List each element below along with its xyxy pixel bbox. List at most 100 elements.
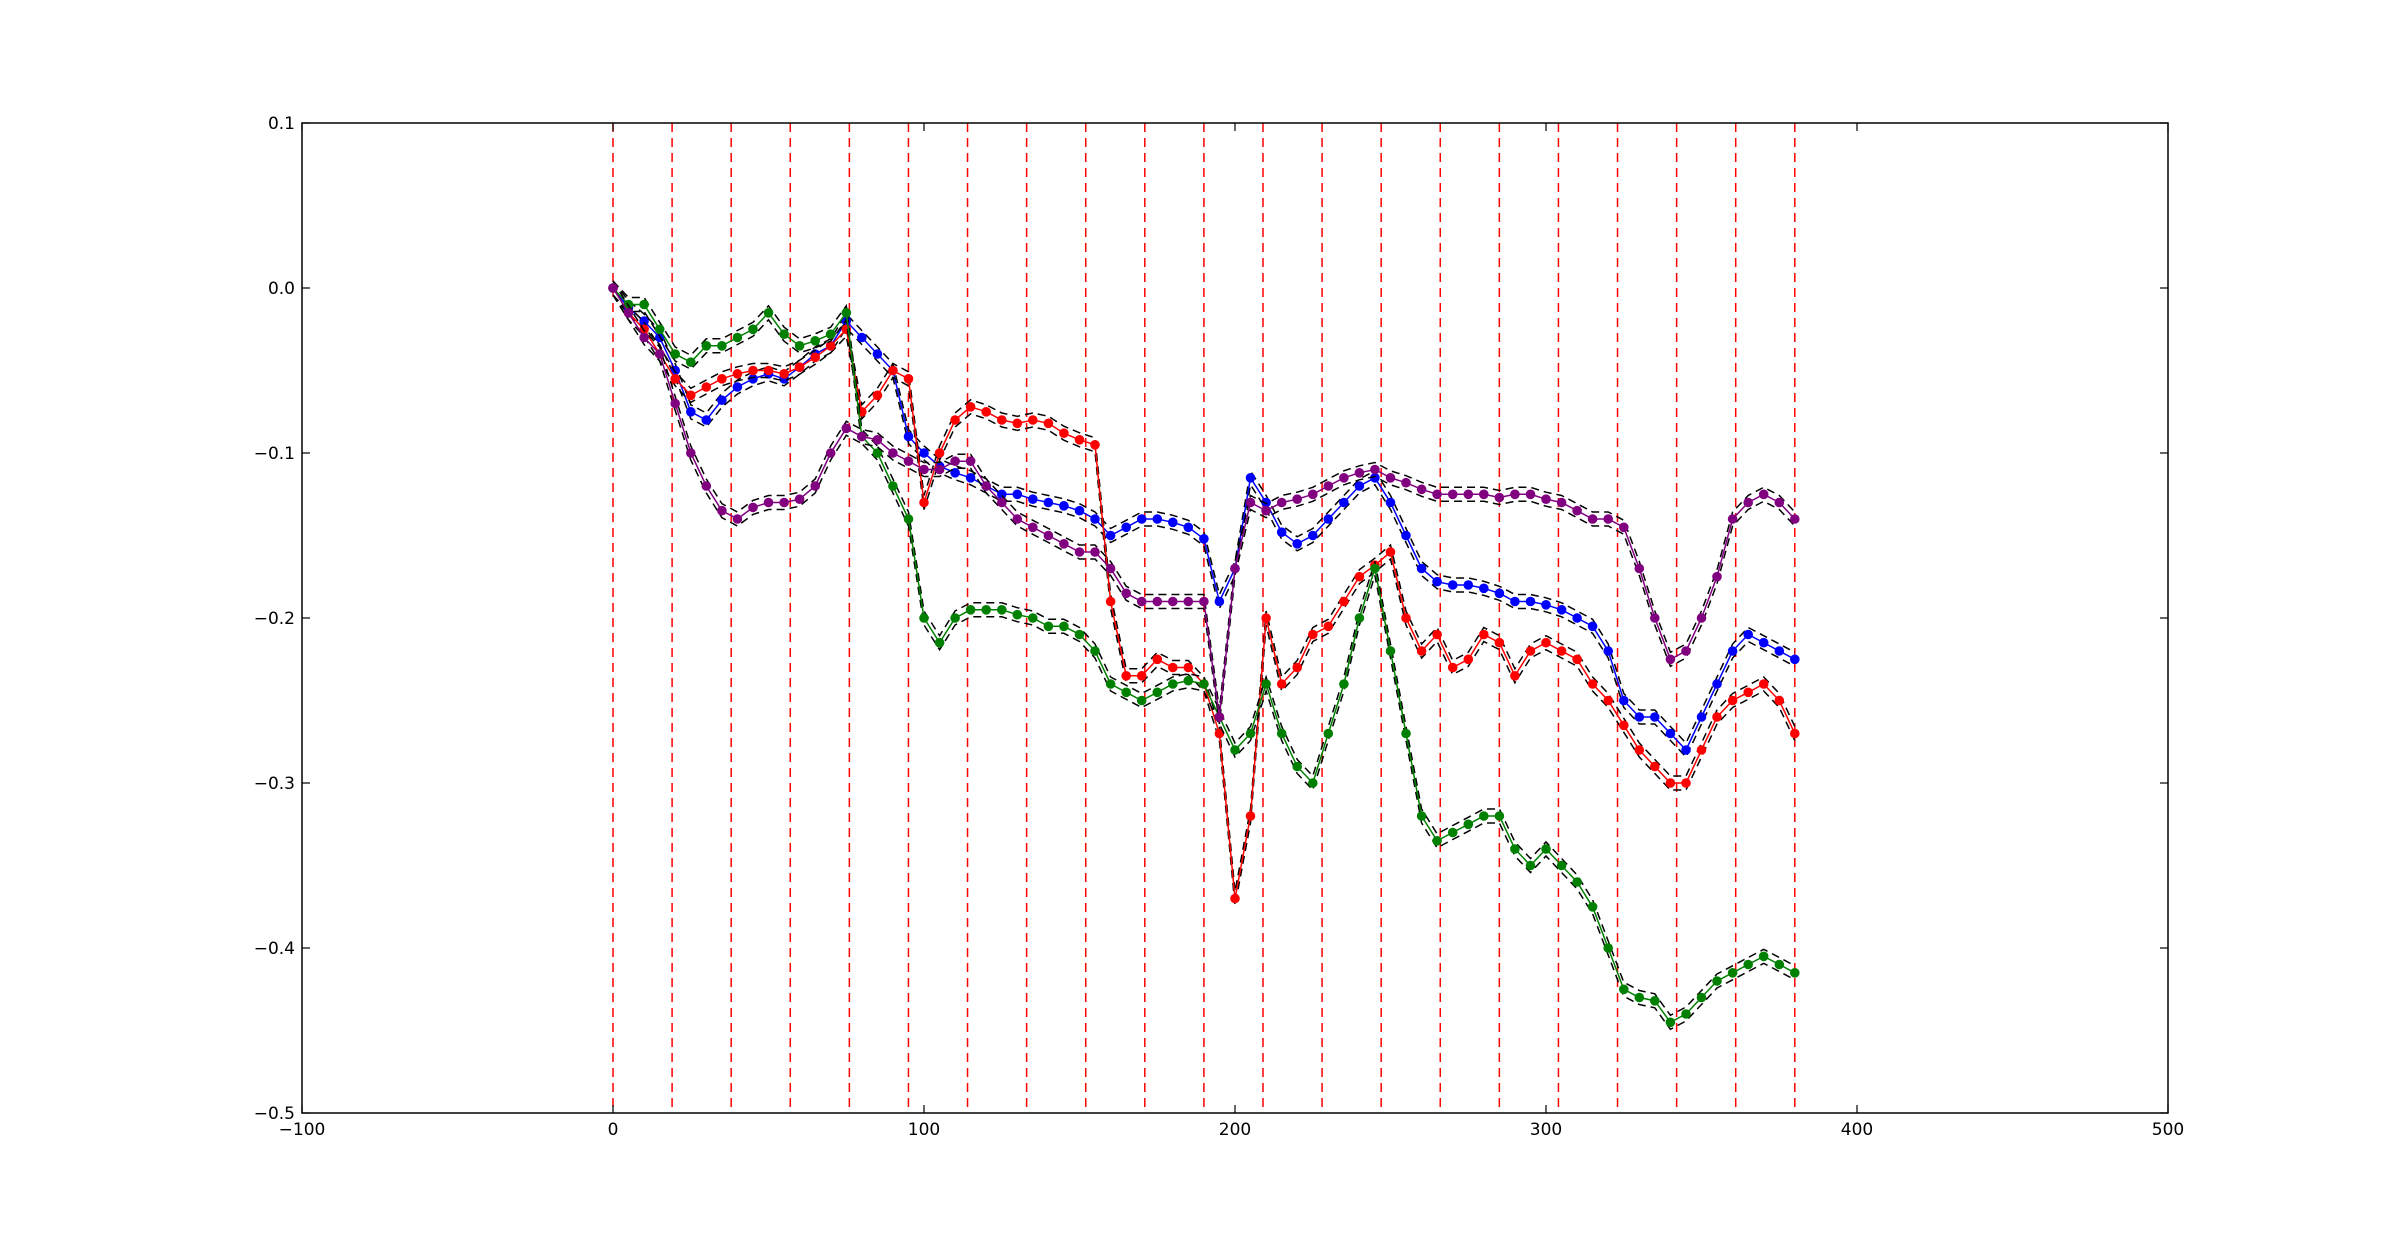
data-point: [1572, 613, 1582, 623]
data-point: [1276, 527, 1287, 537]
data-point: [1183, 522, 1194, 533]
lower-band-line: [612, 294, 1796, 725]
data-point: [1245, 728, 1256, 739]
data-point: [1090, 440, 1100, 450]
axes-frame: [301, 122, 2169, 1114]
upper-band-line: [612, 280, 1796, 711]
data-point: [1541, 844, 1551, 854]
data-point: [1261, 613, 1271, 623]
data-point: [1587, 514, 1598, 524]
data-point: [1650, 613, 1660, 623]
data-point: [779, 369, 789, 379]
data-point: [1790, 968, 1800, 978]
data-point: [686, 448, 696, 458]
data-point: [701, 415, 712, 425]
data-point: [1012, 514, 1023, 524]
data-point: [1650, 712, 1660, 722]
data-point: [1028, 494, 1038, 505]
data-point: [857, 431, 867, 442]
y-tick-label: 0.0: [268, 279, 295, 299]
data-point: [732, 514, 743, 524]
data-point: [1556, 497, 1567, 508]
data-point: [1696, 745, 1707, 755]
data-point: [997, 415, 1007, 425]
data-point: [1572, 505, 1582, 516]
data-point: [1463, 654, 1474, 665]
data-point: [1308, 530, 1318, 541]
data-point: [1541, 600, 1551, 610]
data-point: [965, 473, 976, 483]
data-point: [1230, 745, 1240, 755]
data-point: [654, 349, 665, 359]
data-point: [825, 329, 836, 340]
data-point: [1665, 778, 1676, 788]
data-point: [1510, 844, 1520, 854]
data-point: [997, 605, 1007, 615]
data-point: [1308, 778, 1318, 788]
data-point: [810, 352, 820, 363]
data-point: [1339, 497, 1349, 508]
data-point: [903, 374, 914, 384]
data-point: [1059, 539, 1069, 549]
data-point: [903, 456, 914, 467]
data-point: [670, 349, 680, 359]
data-point: [794, 341, 805, 351]
data-point: [1541, 637, 1551, 648]
data-point: [732, 332, 743, 343]
data-point: [950, 456, 960, 467]
data-point: [934, 448, 945, 458]
data-point: [1479, 629, 1489, 640]
y-tick-label: −0.2: [254, 609, 295, 629]
x-tick-label: 300: [1530, 1120, 1562, 1140]
data-point: [1323, 621, 1334, 632]
data-point: [1416, 646, 1427, 656]
data-point: [1168, 662, 1178, 673]
upper-band-line: [612, 280, 1796, 1017]
data-point: [1619, 720, 1629, 731]
data-point: [1525, 489, 1536, 500]
data-point: [1556, 646, 1567, 656]
data-point: [1758, 489, 1769, 500]
data-point: [1681, 646, 1691, 656]
data-point: [1774, 497, 1785, 508]
data-point: [1168, 679, 1178, 689]
data-point: [1370, 563, 1380, 574]
series-3: [608, 280, 1800, 725]
data-point: [1479, 583, 1489, 594]
data-point: [1743, 497, 1753, 508]
y-tick-label: −0.4: [254, 939, 295, 959]
data-point: [1385, 473, 1396, 483]
data-point: [1276, 679, 1287, 689]
data-point: [841, 308, 852, 318]
data-point: [1121, 687, 1131, 698]
data-point: [903, 431, 914, 442]
data-point: [701, 382, 712, 392]
data-point: [1665, 654, 1676, 665]
data-point: [1339, 596, 1349, 607]
data-point: [1121, 588, 1131, 599]
data-point: [981, 605, 991, 615]
data-point: [1059, 621, 1069, 632]
x-tick-label: −100: [279, 1120, 326, 1140]
data-point: [1012, 609, 1023, 620]
x-tick-label: 100: [908, 1120, 940, 1140]
data-point: [1323, 728, 1334, 739]
data-point: [1245, 811, 1256, 821]
data-point: [1370, 464, 1380, 475]
data-point: [763, 308, 774, 318]
data-point: [1323, 514, 1334, 524]
data-point: [997, 497, 1007, 508]
data-point: [1385, 646, 1396, 656]
data-point: [686, 390, 696, 401]
data-point: [1494, 588, 1505, 599]
data-point: [1525, 596, 1536, 607]
data-point: [1790, 654, 1800, 665]
data-point: [1774, 959, 1785, 970]
data-point: [1727, 646, 1738, 656]
data-point: [1074, 547, 1085, 557]
y-tick-label: −0.3: [254, 774, 295, 794]
data-point: [794, 362, 805, 373]
data-point: [1090, 547, 1100, 557]
data-point: [1292, 539, 1302, 549]
